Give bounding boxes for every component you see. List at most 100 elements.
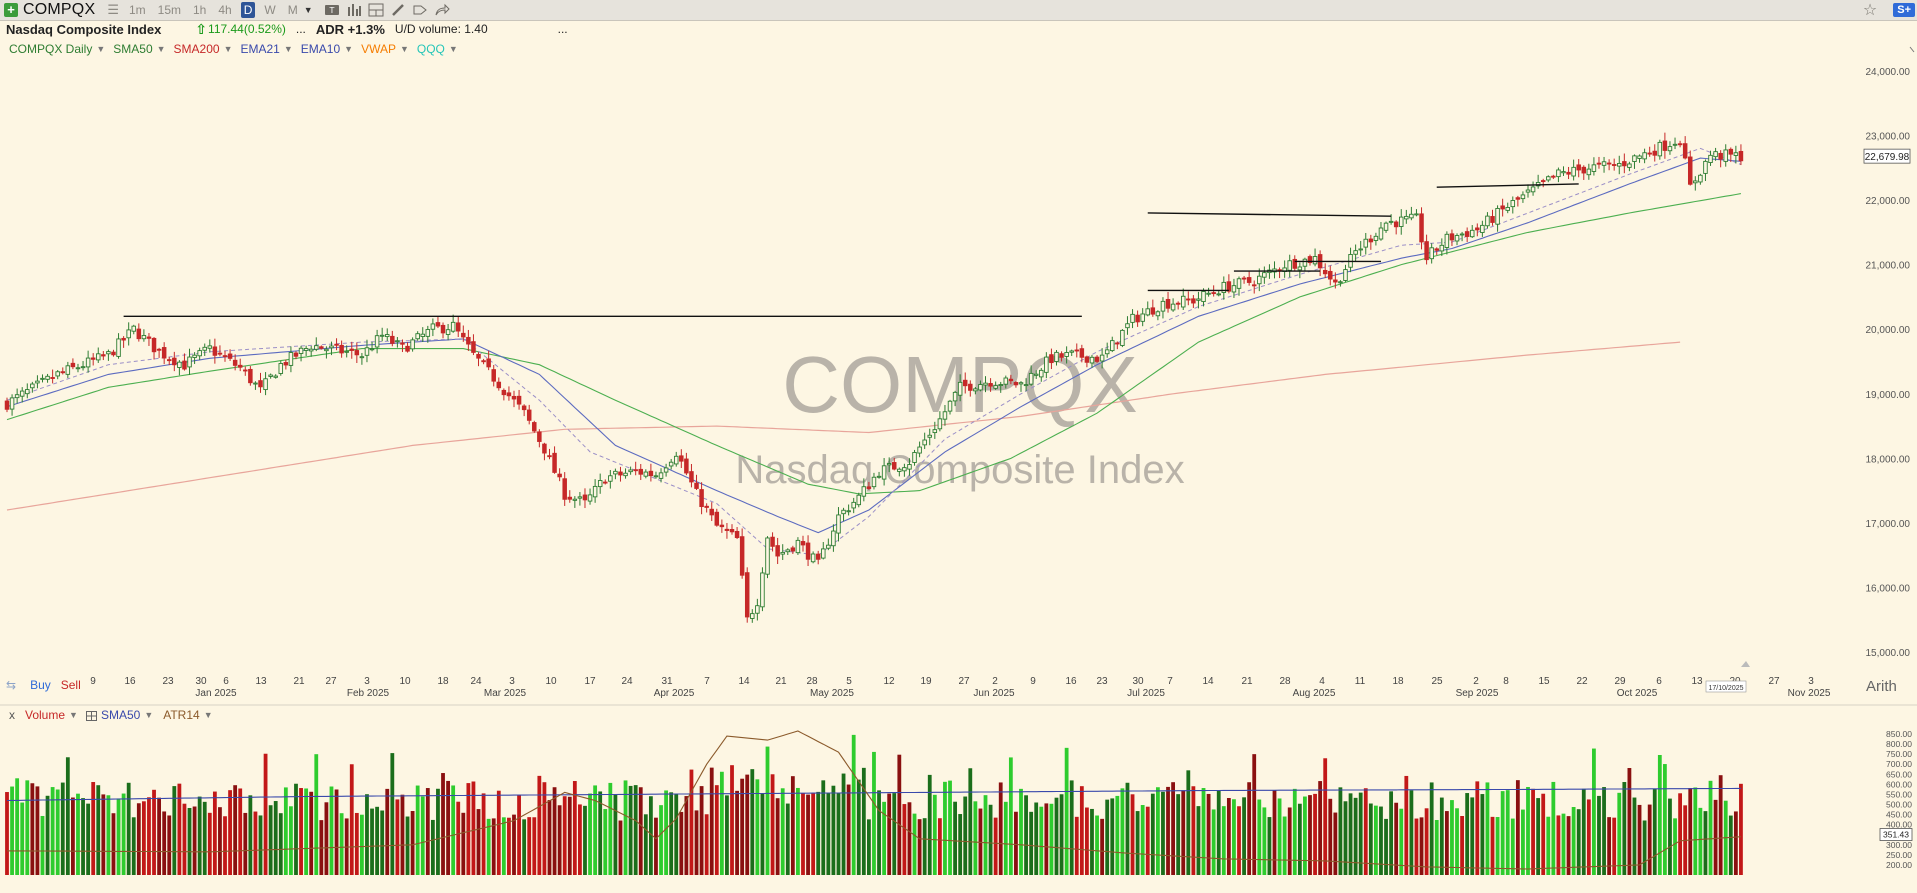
- chevron-down-icon[interactable]: ▼: [223, 44, 233, 54]
- candle-body: [1064, 352, 1069, 357]
- share-icon[interactable]: [434, 3, 450, 17]
- timeframe-m[interactable]: M: [287, 3, 298, 17]
- chevron-down-icon[interactable]: ▼: [344, 44, 354, 54]
- candle-body: [1028, 372, 1034, 385]
- chevron-down-icon[interactable]: ▼: [69, 710, 78, 720]
- date-tick-label: 30: [195, 676, 207, 687]
- indicator-ema10[interactable]: EMA10: [300, 42, 341, 56]
- grid-icon[interactable]: [85, 710, 97, 721]
- close-icon[interactable]: x: [9, 708, 15, 722]
- indicator-compqx-daily[interactable]: COMPQX Daily: [9, 42, 93, 56]
- sell-button[interactable]: Sell: [60, 678, 81, 692]
- candle-body: [526, 409, 532, 421]
- indicator-volume[interactable]: Volume: [25, 708, 66, 722]
- s-plus-badge[interactable]: S+: [1893, 3, 1915, 17]
- candle-body: [1312, 256, 1318, 265]
- volume-bar: [912, 813, 917, 875]
- star-icon[interactable]: ☆: [1862, 2, 1878, 19]
- candle-body: [1089, 356, 1095, 364]
- candle-body: [1231, 285, 1237, 293]
- chevron-down-icon[interactable]: ▼: [144, 710, 154, 720]
- layout-icon[interactable]: [368, 3, 384, 17]
- last-volume-box: [1879, 828, 1913, 841]
- volume-bar: [1333, 812, 1338, 875]
- info-more[interactable]: ...: [557, 22, 568, 36]
- candle-body: [1135, 314, 1140, 323]
- bar-chart-icon[interactable]: [346, 3, 362, 17]
- volume-bar: [1718, 775, 1723, 875]
- atr14-line: [6, 730, 1741, 870]
- indicator-ema21[interactable]: EMA21: [240, 42, 280, 56]
- volume-bar: [699, 786, 704, 875]
- candle-body: [668, 461, 674, 467]
- indicator-atr14[interactable]: ATR14: [163, 708, 200, 722]
- chevron-down-icon[interactable]: ▼: [448, 44, 458, 54]
- pencil-icon[interactable]: [390, 3, 406, 17]
- timeframe-dropdown-icon[interactable]: ▼: [303, 5, 313, 15]
- volume-bar: [1262, 807, 1267, 875]
- volume-bar: [1475, 781, 1480, 875]
- swap-icon[interactable]: ⇆: [6, 678, 17, 692]
- indicator-sma200[interactable]: SMA200: [173, 42, 220, 56]
- volume-bar: [998, 782, 1003, 875]
- date-tick-label: 21: [293, 676, 305, 687]
- candle-body: [278, 363, 284, 374]
- scale-mode[interactable]: Arith: [1866, 678, 1897, 695]
- candle-body: [1540, 180, 1546, 183]
- volume-bar: [1414, 818, 1419, 875]
- indicator-vol-sma50[interactable]: SMA50: [100, 708, 141, 722]
- buy-button[interactable]: Buy: [30, 678, 51, 692]
- symbol-selector[interactable]: + COMPQX: [4, 1, 95, 19]
- timeframe-d[interactable]: D: [240, 2, 256, 18]
- volume-bar: [517, 794, 521, 875]
- chevron-down-icon[interactable]: ▼: [156, 44, 166, 54]
- candle-body: [739, 536, 745, 576]
- candle-body: [1226, 281, 1232, 292]
- chevron-down-icon[interactable]: ▼: [399, 44, 409, 54]
- volume-bar: [730, 765, 734, 875]
- candle-body: [643, 471, 649, 477]
- timeframe-1h[interactable]: 1h: [193, 3, 207, 17]
- volume-bar: [187, 807, 192, 875]
- volume-bar: [1546, 816, 1551, 875]
- timeframe-1m[interactable]: 1m: [128, 3, 146, 17]
- volume-bar: [126, 782, 131, 875]
- candle-body: [1693, 180, 1698, 184]
- indicator-vwap[interactable]: VWAP: [361, 42, 396, 56]
- chart-type-icon[interactable]: T: [324, 3, 340, 17]
- volume-bar: [831, 785, 836, 875]
- tag-icon[interactable]: [412, 3, 428, 17]
- volume-bar: [223, 816, 227, 875]
- volume-tick-label: 400.00: [1886, 820, 1912, 830]
- volume-bar: [25, 780, 30, 875]
- candle-body: [420, 333, 425, 337]
- volume-bar: [253, 811, 258, 875]
- candle-body: [101, 354, 106, 357]
- volume-bar: [1125, 782, 1130, 875]
- volume-bar: [395, 799, 400, 875]
- menu-icon[interactable]: ☰: [107, 2, 119, 17]
- timeframe-15m[interactable]: 15m: [157, 3, 181, 17]
- chevron-down-icon[interactable]: ▼: [283, 44, 293, 54]
- candle-body: [415, 333, 420, 340]
- timeframe-4h[interactable]: 4h: [218, 3, 232, 17]
- month-label: Nov 2025: [1788, 688, 1831, 699]
- volume-bar: [1211, 809, 1216, 875]
- candle-body: [684, 458, 689, 474]
- candle-body: [334, 343, 339, 346]
- timeframe-w[interactable]: W: [264, 3, 276, 17]
- volume-bar: [116, 798, 121, 875]
- chevron-down-icon[interactable]: ▼: [96, 44, 106, 54]
- candle-body: [516, 395, 522, 405]
- chevron-down-icon[interactable]: ▼: [203, 710, 213, 720]
- plus-icon[interactable]: +: [4, 3, 18, 17]
- volume-bar: [390, 753, 395, 875]
- indicator-qqq[interactable]: QQQ: [416, 42, 445, 56]
- candle-body: [572, 498, 578, 501]
- indicator-sma50[interactable]: SMA50: [113, 42, 153, 56]
- candle-body: [1449, 233, 1455, 241]
- volume-bar: [1505, 790, 1510, 875]
- candle-body: [1530, 186, 1536, 193]
- volume-bar: [790, 776, 795, 875]
